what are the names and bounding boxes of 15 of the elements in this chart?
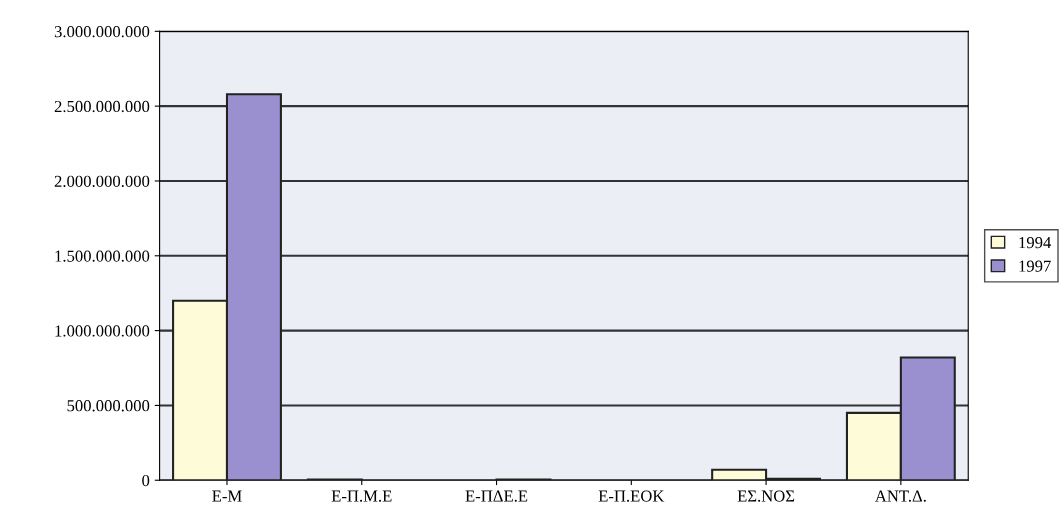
x-tick-label: Ε-Μ — [212, 490, 242, 502]
x-tick-label: ΕΣ.ΝΟΣ — [737, 490, 795, 502]
legend-label: 1997 — [1019, 260, 1051, 272]
y-tick-label: 2.500.000.000 — [54, 100, 150, 113]
legend-label: 1994 — [1019, 237, 1052, 249]
y-tick-label: 0 — [142, 474, 150, 487]
y-tick-label: 3.000.000.000 — [54, 26, 150, 38]
y-tick-label: 1.000.000.000 — [55, 325, 150, 337]
y-tick-label: 1.500.000.000 — [55, 250, 150, 262]
x-tick-label: Ε-Π.Μ.Ε — [331, 490, 392, 502]
y-tick-label: 2.000.000.000 — [54, 175, 150, 187]
x-tick-label: ΑΝΤ.Δ. — [874, 490, 926, 502]
x-tick-label: Ε-ΠΔΕ.Ε — [465, 490, 528, 502]
x-tick-label: Ε-Π.ΕΟΚ — [598, 490, 665, 502]
y-tick-label: 500.000.000 — [67, 400, 150, 412]
